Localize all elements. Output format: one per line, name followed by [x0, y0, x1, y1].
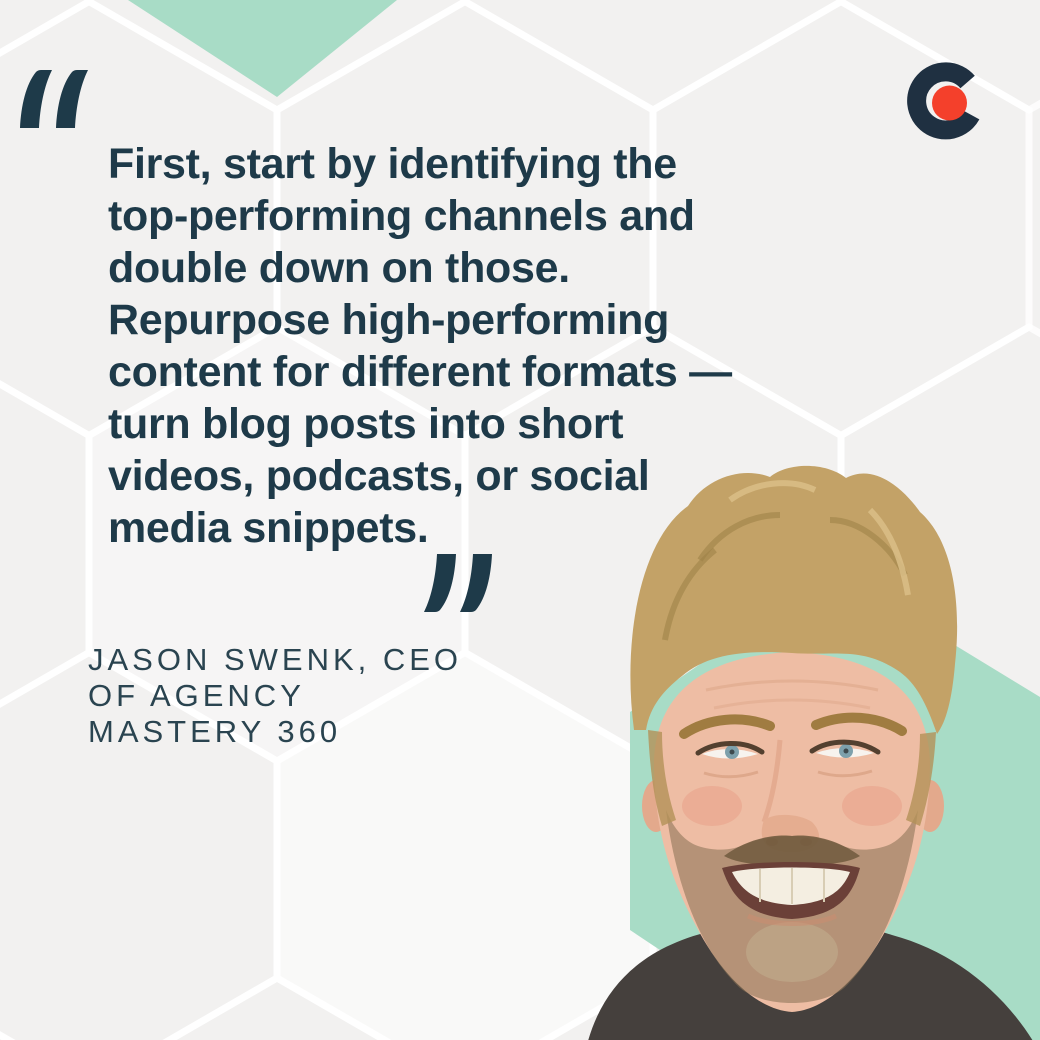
quote-text: First, start by identifying the top-perfo… — [108, 138, 732, 554]
hexagon-outline — [461, 0, 845, 115]
text-line: top-performing channels and — [108, 192, 695, 240]
logo-c-ring — [907, 62, 980, 140]
text-line: videos, podcasts, or social — [108, 452, 650, 500]
brand-logo — [907, 62, 980, 140]
text-line: First, start by identifying the — [108, 140, 677, 188]
attribution: JASON SWENK, CEO OF AGENCY MASTERY 360 — [88, 642, 462, 750]
close-quote-icon — [424, 554, 492, 612]
text-line: double down on those. — [108, 244, 570, 292]
hexagon-outline — [0, 1031, 16, 1040]
text-line: MASTERY 360 — [88, 714, 342, 749]
logo-red-dot — [932, 85, 967, 121]
text-line: JASON SWENK, CEO — [88, 642, 463, 677]
text-line: content for different formats — — [108, 348, 732, 396]
text-line: media snippets. — [108, 504, 429, 552]
text-line: Repurpose high-performing — [108, 296, 670, 344]
mint-hexagon-top — [128, 0, 397, 97]
open-quote-icon — [20, 70, 88, 128]
jason-swenk-photo — [588, 465, 1033, 1040]
text-line: OF AGENCY — [88, 678, 305, 713]
text-line: turn blog posts into short — [108, 400, 624, 448]
